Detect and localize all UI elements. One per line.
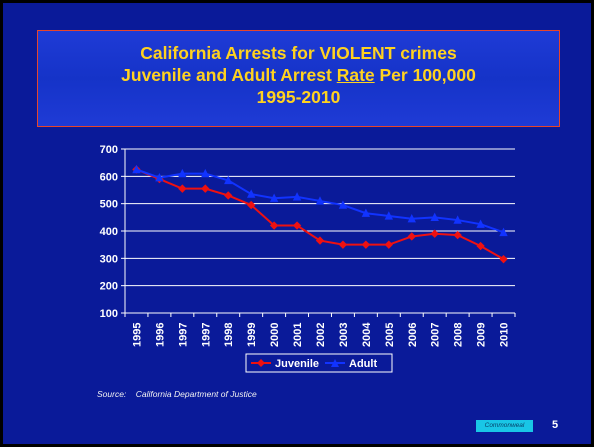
x-tick-label: 1995 xyxy=(131,323,143,347)
title-line-2-end: Per 100,000 xyxy=(374,65,476,85)
y-tick-label: 700 xyxy=(100,144,118,156)
x-tick-label: 1999 xyxy=(246,323,258,347)
title-line-2-start: Juvenile and Adult Arrest xyxy=(121,65,337,85)
title-line-2: Juvenile and Adult Arrest Rate Per 100,0… xyxy=(38,64,559,86)
data-point-adult xyxy=(269,193,279,202)
legend-marker-juvenile xyxy=(257,359,265,367)
y-tick-label: 200 xyxy=(100,281,118,293)
x-tick-label: 2002 xyxy=(315,323,327,347)
x-tick-label: 2000 xyxy=(269,323,281,347)
data-point-adult xyxy=(224,175,233,185)
data-point-adult xyxy=(246,189,256,198)
data-point-juvenile xyxy=(499,254,508,264)
legend-marker-adult xyxy=(331,359,339,367)
x-tick-label: 1998 xyxy=(223,323,235,347)
source-note: Source: California Department of Justice xyxy=(97,389,257,399)
data-point-juvenile xyxy=(430,229,439,238)
data-point-juvenile xyxy=(476,241,485,251)
data-point-adult xyxy=(384,211,394,220)
x-tick-label: 2004 xyxy=(361,322,373,347)
data-point-juvenile xyxy=(315,236,325,245)
data-point-adult xyxy=(407,214,416,223)
data-point-juvenile xyxy=(201,184,210,193)
data-point-adult xyxy=(453,215,462,224)
data-point-juvenile xyxy=(384,240,394,249)
legend-label-adult: Adult xyxy=(349,358,377,370)
footer-logo-tag: Commonweal xyxy=(476,420,533,432)
data-point-adult xyxy=(476,219,485,228)
x-tick-label: 2007 xyxy=(430,323,442,347)
data-point-adult xyxy=(338,200,348,209)
data-point-juvenile xyxy=(292,221,302,230)
x-tick-label: 2006 xyxy=(407,323,419,347)
title-line-3: 1995-2010 xyxy=(256,87,341,107)
y-tick-label: 500 xyxy=(100,199,118,211)
x-tick-label: 2005 xyxy=(384,323,396,347)
data-point-adult xyxy=(292,192,302,201)
data-point-juvenile xyxy=(407,232,416,241)
series-line-juvenile xyxy=(136,168,505,261)
x-tick-label: 2009 xyxy=(476,323,488,347)
page-number: 5 xyxy=(552,419,559,431)
x-tick-label: 1997 xyxy=(200,323,212,347)
data-point-juvenile xyxy=(178,184,187,193)
data-point-adult xyxy=(178,168,187,178)
data-point-juvenile xyxy=(361,240,371,249)
x-tick-label: 2003 xyxy=(338,323,350,347)
data-point-juvenile xyxy=(338,240,348,249)
title-rate-word: Rate xyxy=(336,65,375,85)
legend-box xyxy=(245,353,393,373)
x-tick-label: 2008 xyxy=(453,323,465,347)
y-tick-label: 300 xyxy=(100,253,118,265)
title-line-1: California Arrests for VIOLENT crimes xyxy=(140,43,457,63)
data-point-adult xyxy=(430,212,439,222)
y-tick-label: 600 xyxy=(100,171,118,183)
legend-label-juvenile: Juvenile xyxy=(275,358,319,370)
x-tick-label: 1996 xyxy=(154,323,166,347)
x-tick-label: 2001 xyxy=(292,323,304,347)
data-point-adult xyxy=(315,196,325,205)
data-point-adult xyxy=(155,173,164,182)
y-tick-label: 400 xyxy=(100,226,118,238)
data-point-juvenile xyxy=(224,191,233,200)
data-point-juvenile xyxy=(453,230,462,240)
y-tick-label: 100 xyxy=(100,308,118,320)
chart-svg: 100 200 300 400 500 600 700 1995 1996 1997 1997 199… xyxy=(100,144,516,373)
data-point-adult xyxy=(361,208,371,217)
line-chart: 100 200 300 400 500 600 700 1995 1996 1997 1997 199… xyxy=(76,138,524,378)
x-tick-label: 1997 xyxy=(177,323,189,347)
x-tick-label: 2010 xyxy=(499,323,511,347)
data-point-adult xyxy=(201,168,210,178)
slide-title-box: California Arrests for VIOLENT crimes Ju… xyxy=(37,30,560,127)
data-point-adult xyxy=(499,227,508,237)
data-point-juvenile xyxy=(246,200,256,210)
data-point-adult xyxy=(132,164,141,174)
